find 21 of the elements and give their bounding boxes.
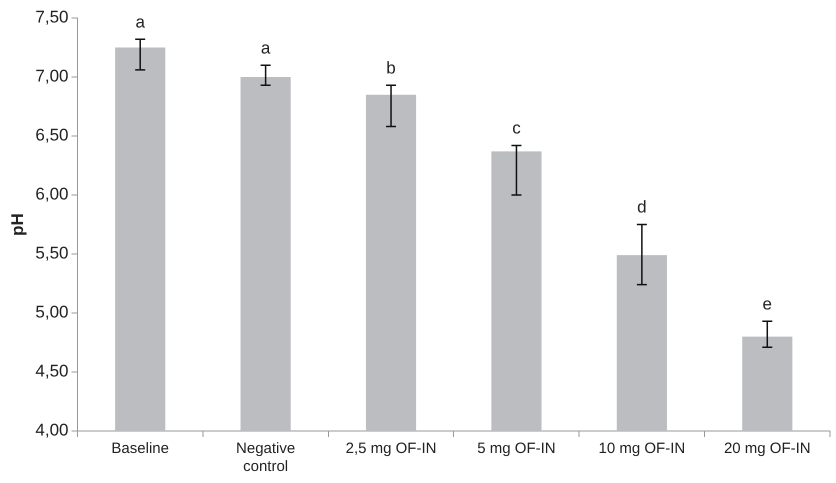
y-tick-label: 5,50 (35, 244, 68, 263)
x-tick-label: Negative control (236, 440, 296, 476)
y-tick-label: 4,00 (35, 420, 68, 440)
annotation: a (260, 38, 271, 58)
x-tick-label: 5 mg OF-IN (477, 440, 556, 458)
x-tick-label: 10 mg OF-IN (598, 440, 686, 458)
y-tick-label: 6,50 (35, 126, 68, 145)
y-tick-label: 7,00 (35, 66, 68, 86)
y-tick-label: 5,00 (35, 302, 68, 322)
y-axis-title: pH (8, 213, 27, 236)
annotation: c (512, 118, 522, 138)
x-tick-label: 2,5 mg OF-IN (346, 440, 436, 458)
y-tick-label: 7,50 (35, 8, 68, 27)
x-tick-label: 20 mg OF-IN (724, 440, 811, 458)
annotation: d (637, 198, 647, 217)
x-tick-label: Baseline (111, 440, 169, 458)
y-tick-label: 4,50 (35, 362, 68, 381)
annotation: a (135, 12, 146, 32)
y-tick-label: 6,00 (35, 184, 68, 204)
annotation: b (386, 58, 396, 78)
annotation: e (762, 294, 772, 314)
